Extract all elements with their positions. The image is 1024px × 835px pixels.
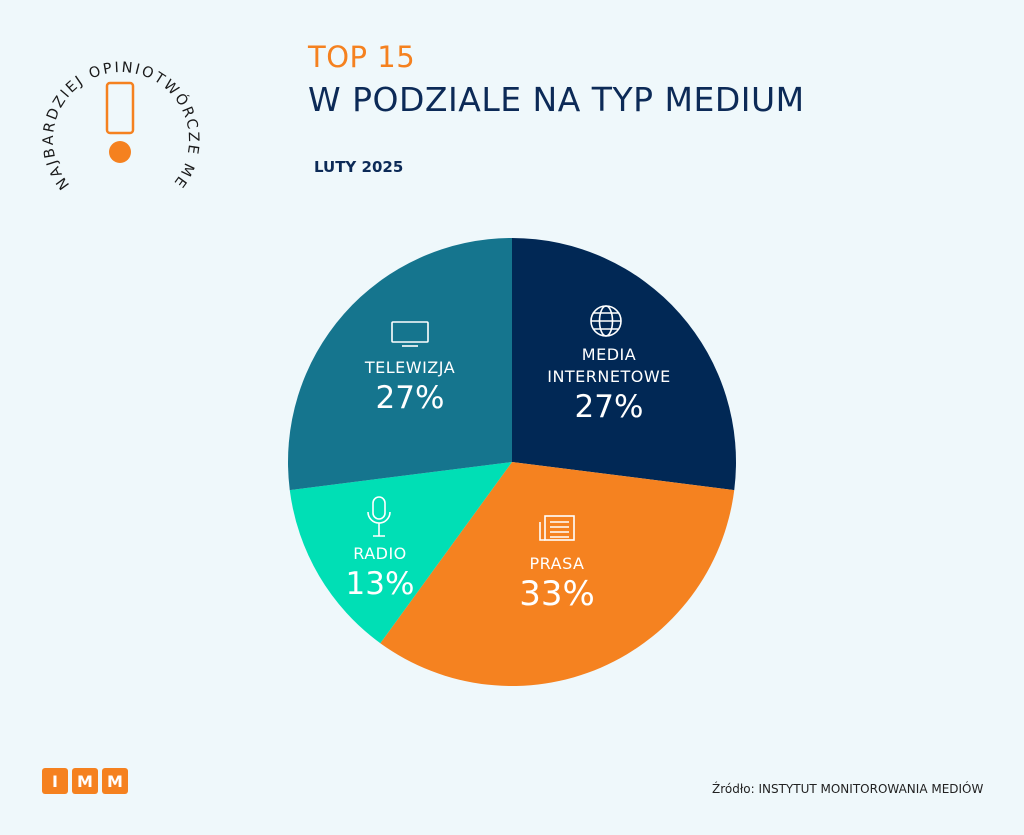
pie-slice-prasa [380, 462, 735, 686]
slice-percent: 33% [519, 574, 595, 614]
slice-name: TELEWIZJA [364, 358, 456, 377]
slice-name: MEDIA INTERNETOWE [547, 345, 671, 386]
slice-percent: 27% [574, 389, 644, 425]
imm-logo: I M M [42, 768, 128, 794]
logo-letter: M [72, 768, 98, 794]
pie-slice-media-internetowe [512, 238, 737, 491]
title-top: TOP 15 [308, 40, 416, 74]
slice-label-prasa: PRASA 33% [519, 553, 595, 613]
slice-label-internet: MEDIA INTERNETOWE 27% [529, 344, 689, 426]
logo-letter: I [42, 768, 68, 794]
slice-percent: 27% [375, 380, 445, 416]
pie-slice-telewizja [288, 238, 512, 491]
source-note: Źródło: INSTYTUT MONITOROWANIA MEDIÓW [712, 782, 984, 796]
logo-letter: M [102, 768, 128, 794]
badge-logo: NAJBARDZIEJ OPINIOTWÓRCZE MEDIA [0, 0, 199, 192]
exclamation-icon [105, 81, 135, 135]
slice-label-tv: TELEWIZJA 27% [365, 357, 455, 417]
period-label: LUTY 2025 [314, 158, 404, 176]
slice-name: PRASA [529, 554, 585, 573]
slice-name: RADIO [353, 544, 407, 563]
slice-percent: 13% [345, 566, 415, 602]
page-title: W PODZIALE NA TYP MEDIUM [308, 80, 805, 119]
slice-label-radio: RADIO 13% [346, 543, 415, 603]
pie-slice-radio [289, 462, 512, 644]
